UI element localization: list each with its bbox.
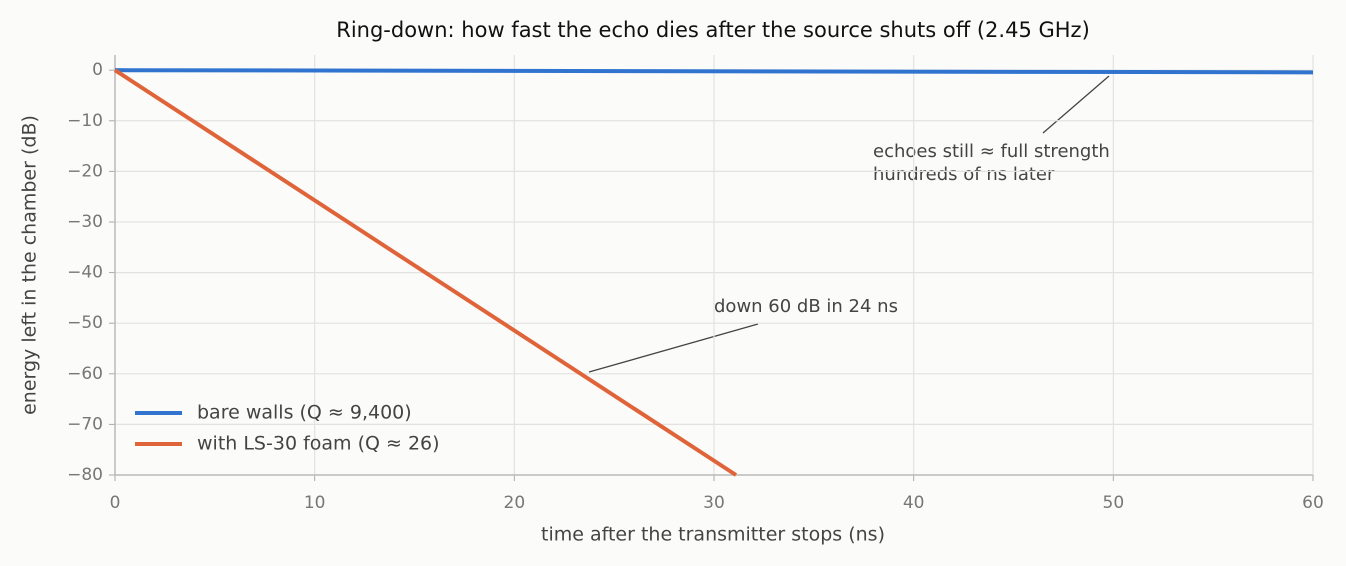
- data-line: [114, 68, 1314, 75]
- x-tick-label: 10: [304, 493, 326, 513]
- x-tick-label: 50: [1103, 493, 1125, 513]
- legend-label: bare walls (Q ≈ 9,400): [197, 402, 412, 424]
- x-axis-label: time after the transmitter stops (ns): [541, 524, 885, 546]
- annotation-arrow: [1042, 75, 1110, 134]
- annotation: down 60 dB in 24 ns: [714, 296, 898, 317]
- y-tick-label: −30: [67, 212, 103, 232]
- chart-title: Ring-down: how fast the echo dies after …: [336, 18, 1090, 42]
- annotation: echoes still ≈ full strength: [873, 141, 1110, 162]
- y-tick-label: −80: [67, 465, 103, 485]
- y-tick-label: −40: [67, 263, 103, 283]
- y-tick-label: −50: [67, 313, 103, 333]
- y-tick-label: −70: [67, 414, 103, 434]
- x-tick-label: 60: [1302, 493, 1324, 513]
- y-tick-label: −10: [67, 111, 103, 131]
- y-tick-label: 0: [92, 60, 103, 80]
- annotation: hundreds of ns later: [873, 164, 1055, 185]
- legend-label: with LS-30 foam (Q ≈ 26): [197, 433, 440, 455]
- x-tick-label: 30: [703, 493, 725, 513]
- data-line: [113, 68, 738, 477]
- annotation-arrow: [588, 323, 759, 373]
- x-tick-label: 20: [504, 493, 526, 513]
- y-tick-label: −60: [67, 364, 103, 384]
- y-axis-label: energy left in the chamber (dB): [19, 115, 41, 415]
- y-tick-label: −20: [67, 161, 103, 181]
- x-tick-label: 0: [110, 493, 121, 513]
- x-tick-label: 40: [903, 493, 925, 513]
